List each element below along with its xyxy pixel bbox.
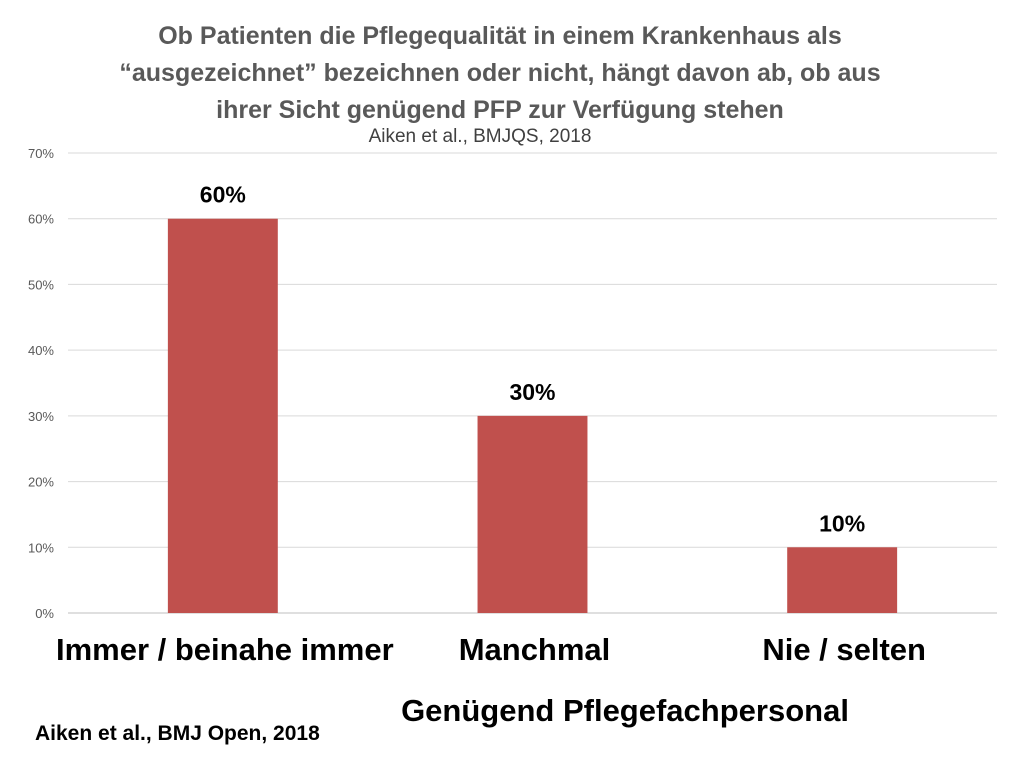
chart-title-line-2: “ausgezeichnet” bezeichnen oder nicht, h…: [119, 59, 881, 87]
chart-title-line-1: Ob Patienten die Pflegequalität in einem…: [158, 22, 842, 50]
x-axis-label: Genügend Pflegefachpersonal: [401, 693, 849, 728]
x-tick-label: Manchmal: [459, 632, 611, 667]
data-label: 30%: [509, 379, 555, 405]
y-tick-label: 70%: [28, 146, 54, 161]
y-tick-label: 10%: [28, 540, 54, 555]
bar: [787, 547, 898, 613]
data-label: 10%: [819, 510, 865, 536]
source-citation: Aiken et al., BMJ Open, 2018: [35, 722, 320, 745]
x-tick-label: Nie / selten: [762, 632, 926, 667]
chart-title-line-3: ihrer Sicht genügend PFP zur Verfügung s…: [216, 96, 784, 124]
y-tick-label: 20%: [28, 475, 54, 490]
y-tick-label: 30%: [28, 409, 54, 424]
chart-title: Ob Patienten die Pflegequalität in einem…: [0, 18, 1000, 129]
y-tick-label: 40%: [28, 343, 54, 358]
data-labels: 60% 30% 10%: [200, 182, 865, 537]
data-label: 60%: [200, 182, 246, 208]
x-axis-ticks: Immer / beinahe immer Manchmal Nie / selte…: [56, 632, 926, 667]
bar: [477, 415, 588, 613]
y-axis-ticks: 0% 10% 20% 30% 40% 50% 60% 70%: [28, 146, 54, 621]
bar: [167, 218, 278, 613]
y-tick-label: 0%: [35, 606, 54, 621]
bars: [167, 218, 898, 613]
x-tick-label: Immer / beinahe immer: [56, 632, 394, 667]
chart-subtitle: Aiken et al., BMJQS, 2018: [368, 126, 592, 147]
y-tick-label: 50%: [28, 277, 54, 292]
y-tick-label: 60%: [28, 212, 54, 227]
